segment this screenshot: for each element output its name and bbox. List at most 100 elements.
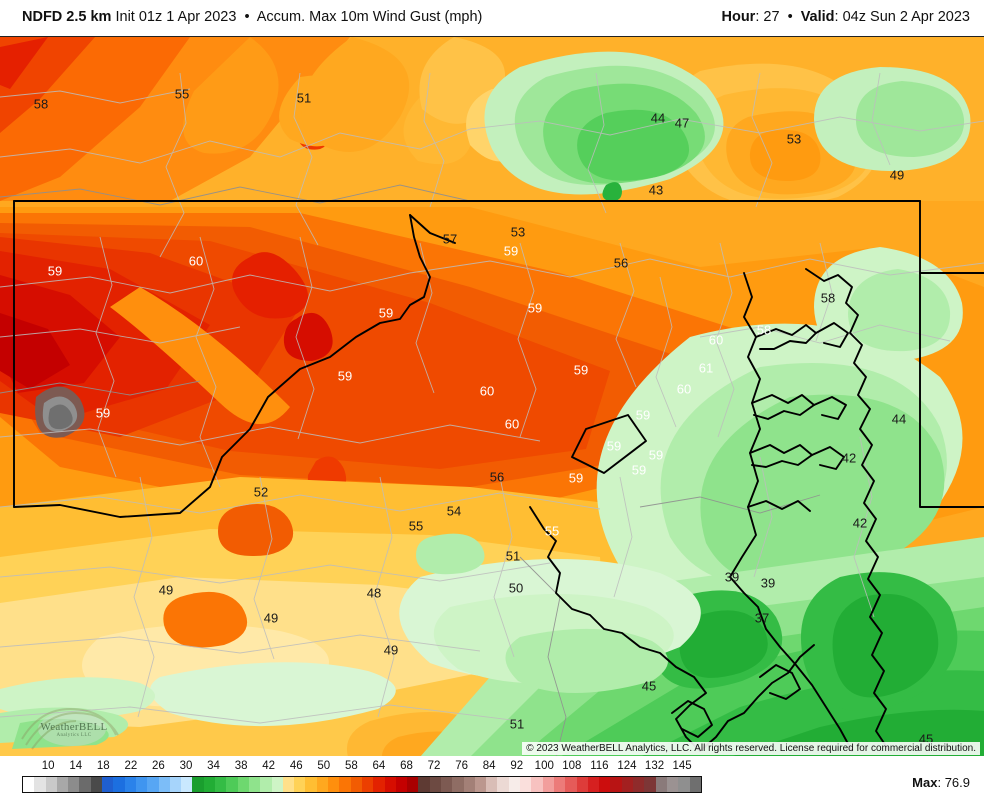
gust-value-label: 59 bbox=[378, 305, 394, 321]
model-name: NDFD 2.5 km bbox=[22, 9, 112, 25]
gust-value-label: 42 bbox=[852, 515, 868, 531]
colorbar-tick-labels: 10 14 18 22 26 30 34 38 42 46 50 58 64 68 72 76 84 92 100 1… bbox=[0, 760, 984, 774]
valid-label: Valid bbox=[800, 9, 835, 25]
gust-value-label: 61 bbox=[698, 360, 714, 376]
colorbar-tick: 100 bbox=[534, 760, 554, 772]
colorbar-swatch bbox=[34, 777, 46, 792]
colorbar-swatch bbox=[169, 777, 182, 792]
colorbar-swatch bbox=[328, 777, 340, 792]
colorbar-tick: 84 bbox=[482, 760, 496, 772]
colorbar-tick: 108 bbox=[562, 760, 582, 772]
watermark-brand: WeatherBELL bbox=[40, 721, 108, 733]
colorbar-tick: 132 bbox=[644, 760, 665, 772]
gust-value-label: 55 bbox=[174, 86, 190, 102]
colorbar-tick: 18 bbox=[96, 760, 110, 772]
colorbar-tick: 34 bbox=[207, 760, 220, 772]
colorbar-swatch bbox=[192, 777, 204, 792]
gust-value-label: 59 bbox=[631, 462, 647, 478]
colorbar-swatch bbox=[181, 777, 193, 792]
colorbar-swatch bbox=[440, 777, 453, 792]
gust-value-label: 49 bbox=[383, 642, 399, 658]
colorbar-swatch bbox=[486, 777, 498, 792]
colorbar-tick: 124 bbox=[617, 760, 637, 772]
colorbar-swatch bbox=[203, 777, 216, 792]
colorbar-tick: 26 bbox=[152, 760, 165, 772]
colorbar-tick: 38 bbox=[234, 760, 248, 772]
colorbar-swatch bbox=[666, 777, 679, 792]
weatherbell-watermark: WeatherBELL Analytics LLC bbox=[16, 705, 128, 753]
colorbar-tick: 64 bbox=[372, 760, 386, 772]
colorbar-swatch bbox=[271, 777, 283, 792]
gust-value-label: 56 bbox=[613, 255, 629, 271]
max-value-readout: Max: 76.9 bbox=[912, 775, 970, 790]
colorbar-swatch bbox=[305, 777, 317, 792]
colorbar-swatch bbox=[56, 777, 69, 792]
gust-value-label: 59 bbox=[635, 407, 651, 423]
colorbar-panel: 10 14 18 22 26 30 34 38 42 46 50 58 64 68 72 76 84 92 100 1… bbox=[0, 756, 984, 808]
gust-value-label: 59 bbox=[47, 263, 63, 279]
gust-value-label: 60 bbox=[708, 332, 724, 348]
gust-value-label: 44 bbox=[891, 411, 907, 427]
colorbar-swatch bbox=[361, 777, 374, 792]
map-stage: 58 55 51 44 47 53 49 43 53 57 59 56 59 60 59 59 58 58 60 59… bbox=[0, 37, 984, 757]
colorbar-tick: 68 bbox=[400, 760, 413, 772]
colorbar-swatch bbox=[248, 777, 261, 792]
colorbar-swatch bbox=[644, 777, 656, 792]
gust-value-label: 56 bbox=[489, 469, 505, 485]
copyright-notice: © 2023 WeatherBELL Analytics, LLC. All r… bbox=[522, 742, 980, 755]
gust-value-label: 39 bbox=[760, 575, 776, 591]
colorbar-swatch bbox=[282, 777, 295, 792]
colorbar-swatch bbox=[90, 777, 103, 792]
colorbar-swatch bbox=[463, 777, 475, 792]
colorbar-swatch bbox=[497, 777, 509, 792]
colorbar-swatch bbox=[215, 777, 227, 792]
colorbar-swatch bbox=[226, 777, 238, 792]
max-label: Max bbox=[912, 775, 938, 790]
gust-value-label: 59 bbox=[648, 447, 664, 463]
gust-value-label: 49 bbox=[889, 167, 905, 183]
gust-value-label: 50 bbox=[508, 580, 524, 596]
colorbar-swatch bbox=[418, 777, 430, 792]
colorbar-swatch bbox=[79, 777, 91, 792]
gust-value-label: 59 bbox=[503, 243, 519, 259]
colorbar-swatch bbox=[610, 777, 622, 792]
colorbar-gradient[interactable] bbox=[22, 776, 702, 793]
colorbar-swatch bbox=[474, 777, 487, 792]
hour-label: Hour bbox=[721, 9, 756, 25]
valid-value: 04z Sun 2 Apr 2023 bbox=[842, 9, 970, 25]
header-validity: Hour: 27 • Valid: 04z Sun 2 Apr 2023 bbox=[721, 9, 971, 25]
header-bar: NDFD 2.5 km Init 01z 1 Apr 2023 • Accum.… bbox=[0, 0, 984, 36]
colorbar-tick: 145 bbox=[672, 760, 692, 772]
hour-value: 27 bbox=[763, 9, 780, 25]
gust-value-label: 55 bbox=[544, 523, 560, 539]
colorbar-swatch bbox=[542, 777, 554, 792]
gust-value-label: 53 bbox=[510, 224, 526, 240]
map-canvas[interactable]: 58 55 51 44 47 53 49 43 53 57 59 56 59 60 59 59 58 58 60 59… bbox=[0, 36, 984, 757]
colorbar-swatch bbox=[599, 777, 611, 792]
colorbar-swatch bbox=[102, 777, 114, 792]
colorbar-swatch bbox=[407, 777, 419, 792]
gust-value-label: 59 bbox=[568, 470, 584, 486]
colorbar-tick: 46 bbox=[289, 760, 303, 772]
colorbar-tick: 10 bbox=[41, 760, 55, 772]
colorbar-swatch bbox=[576, 777, 588, 792]
colorbar-swatch bbox=[113, 777, 125, 792]
colorbar-swatch bbox=[553, 777, 566, 792]
colorbar-tick: 72 bbox=[427, 760, 441, 772]
colorbar-swatch bbox=[452, 777, 464, 792]
colorbar-tick: 58 bbox=[344, 760, 358, 772]
colorbar-swatch bbox=[294, 777, 306, 792]
gust-value-label: 45 bbox=[641, 678, 657, 694]
colorbar-swatch bbox=[531, 777, 543, 792]
colorbar-tick: 22 bbox=[124, 760, 138, 772]
colorbar-swatch bbox=[633, 777, 645, 792]
colorbar-swatch bbox=[316, 777, 329, 792]
colorbar-swatch bbox=[339, 777, 351, 792]
colorbar-tick: 50 bbox=[317, 760, 331, 772]
gust-value-label: 60 bbox=[504, 416, 520, 432]
colorbar-swatch bbox=[350, 777, 362, 792]
gust-value-label: 48 bbox=[366, 585, 382, 601]
gust-value-label: 42 bbox=[841, 450, 857, 466]
colorbar-tick: 92 bbox=[510, 760, 524, 772]
header-bullet-2: • bbox=[787, 9, 793, 25]
